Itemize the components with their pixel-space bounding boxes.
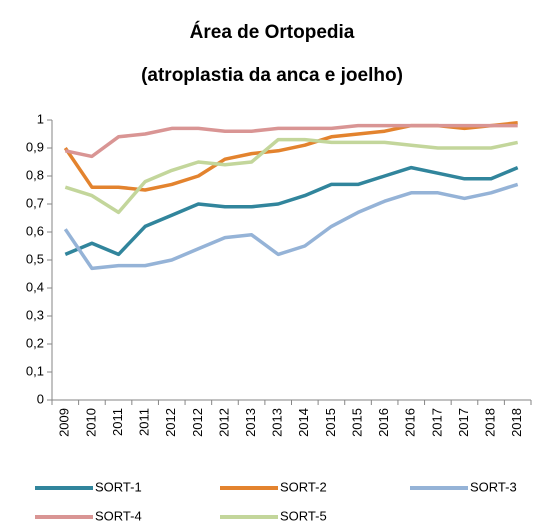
x-tick-label: 2010 — [83, 408, 98, 437]
x-tick-label: 2018 — [483, 408, 498, 437]
y-tick-label: 0,1 — [26, 363, 44, 378]
y-tick-label: 0,6 — [26, 223, 44, 238]
x-tick-label: 2011 — [110, 408, 125, 436]
chart-subtitle: (atroplastia da anca e joelho) — [141, 65, 403, 86]
x-tick-label: 2016 — [376, 408, 391, 437]
x-tick-label: 2016 — [403, 408, 418, 437]
y-tick-label: 0,3 — [26, 307, 44, 322]
series-line — [63, 182, 519, 271]
x-tick-label: 2018 — [509, 408, 524, 437]
x-tick-label: 2012 — [163, 408, 178, 437]
x-tick-label: 2009 — [57, 408, 72, 437]
x-tick-label: 2013 — [270, 408, 285, 437]
x-tick-label: 2012 — [216, 408, 231, 437]
y-tick-label: 0,2 — [26, 335, 44, 350]
x-tick-label: 2013 — [243, 408, 258, 437]
x-tick-label: 2012 — [190, 408, 205, 437]
y-tick-label: 0 — [37, 391, 44, 406]
x-tick-label: 2017 — [429, 408, 444, 437]
y-tick-label: 1 — [37, 111, 44, 126]
y-tick-label: 0,8 — [26, 167, 44, 182]
legend-label: SORT-3 — [470, 479, 517, 494]
legend-label: SORT-4 — [95, 508, 142, 523]
x-tick-label: 2017 — [456, 408, 471, 437]
legend-label: SORT-1 — [95, 479, 142, 494]
legend-label: SORT-5 — [280, 508, 327, 523]
series-line — [64, 165, 519, 257]
legend-label: SORT-2 — [280, 479, 327, 494]
series-line — [63, 121, 518, 192]
x-tick-label: 2015 — [349, 408, 364, 437]
series-line — [64, 123, 518, 159]
series-line — [64, 137, 519, 215]
x-tick-label: 2011 — [137, 408, 152, 436]
y-tick-label: 0,5 — [26, 251, 44, 266]
y-tick-label: 0,4 — [26, 279, 44, 294]
chart-title: Área de Ortopedia — [190, 21, 355, 43]
y-tick-label: 0,9 — [26, 139, 44, 154]
x-tick-label: 2014 — [296, 408, 311, 437]
y-tick-label: 0,7 — [26, 195, 44, 210]
x-tick-label: 2015 — [323, 408, 338, 437]
